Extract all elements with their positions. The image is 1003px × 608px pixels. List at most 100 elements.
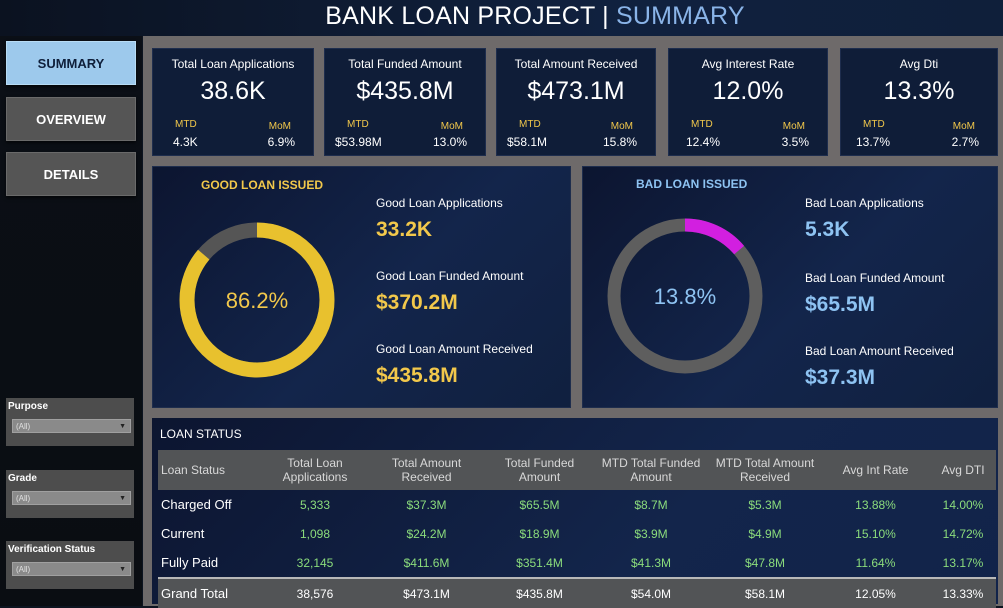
kpi-mom-label: MoM [782, 121, 805, 132]
nav-details-button[interactable]: DETAILS [6, 152, 136, 196]
bad-loan-title: BAD LOAN ISSUED [636, 177, 748, 191]
loan-status-panel: LOAN STATUS Loan Status Total Loan Appli… [152, 418, 998, 608]
kpi-title: Avg Interest Rate [701, 57, 795, 71]
table-cell: Grand Total [158, 577, 263, 608]
column-header: Total Funded Amount [486, 450, 593, 490]
dropdown-arrow-icon: ▼ [119, 423, 126, 430]
header-bar [0, 0, 1003, 36]
good-received-value: $435.8M [376, 364, 458, 387]
table-header-row: Loan Status Total Loan Applications Tota… [158, 450, 996, 490]
kpi-mtd-value: 12.4% [686, 135, 721, 149]
kpi-card-amount-received: Total Amount Received $473.1M MTD MoM $5… [496, 48, 656, 156]
column-header: Total Loan Applications [263, 450, 367, 490]
table-row: Charged Off 5,333 $37.3M $65.5M $8.7M $5… [158, 490, 996, 519]
table-cell: $24.2M [406, 526, 447, 541]
table-cell: 13.33% [930, 577, 996, 608]
table-cell: 32,145 [296, 555, 334, 570]
kpi-title: Total Funded Amount [348, 57, 462, 71]
bad-apps-value: 5.3K [805, 218, 850, 241]
loan-status-table: Loan Status Total Loan Applications Tota… [158, 450, 996, 608]
donut-arc [179, 222, 335, 378]
table-cell: $65.5M [519, 497, 560, 512]
dropdown-arrow-icon: ▼ [119, 566, 126, 573]
kpi-title: Total Loan Applications [171, 57, 295, 71]
table-cell: $5.3M [748, 497, 782, 512]
bad-funded-label: Bad Loan Funded Amount [805, 271, 945, 285]
nav-overview-button[interactable]: OVERVIEW [6, 97, 136, 141]
donut-center-label: 13.8% [654, 284, 716, 309]
kpi-title: Avg Dti [899, 57, 939, 71]
grade-dropdown[interactable]: (All) ▼ [12, 491, 131, 505]
kpi-mom-label: MoM [440, 121, 463, 132]
kpi-card-funded-amount: Total Funded Amount $435.8M MTD MoM $53.… [324, 48, 486, 156]
table-cell: 38,576 [263, 577, 367, 608]
grand-total-row: Grand Total 38,576 $473.1M $435.8M $54.0… [158, 577, 996, 608]
table-cell: $351.4M [516, 555, 563, 570]
column-header: Loan Status [158, 450, 263, 490]
column-header: Total Amount Received [367, 450, 486, 490]
column-header: MTD Total Amount Received [709, 450, 821, 490]
kpi-mom-value: 2.7% [951, 135, 979, 149]
column-header: Avg Int Rate [821, 450, 930, 490]
good-loan-panel: GOOD LOAN ISSUED 86.2% Good Loan Applica… [152, 166, 571, 408]
kpi-mom-value: 15.8% [602, 135, 637, 149]
table-cell: $8.7M [634, 497, 668, 512]
table-cell: 15.10% [855, 526, 896, 541]
kpi-mtd-value: 13.7% [856, 135, 891, 149]
kpi-mtd-label: MTD [347, 119, 369, 130]
kpi-value: 12.0% [712, 77, 784, 105]
good-received-label: Good Loan Amount Received [376, 342, 533, 356]
kpi-mtd-value: $53.98M [335, 135, 382, 149]
table-cell: $3.9M [634, 526, 668, 541]
table-cell: 5,333 [299, 497, 331, 512]
table-cell: $473.1M [367, 577, 486, 608]
table-cell: 11.64% [855, 555, 896, 570]
table-cell: Charged Off [161, 497, 232, 512]
table-cell: 13.88% [855, 497, 896, 512]
purpose-dropdown[interactable]: (All) ▼ [12, 419, 131, 433]
table-cell: Current [161, 526, 205, 541]
kpi-mtd-label: MTD [691, 119, 713, 130]
kpi-value: $435.8M [356, 77, 454, 105]
kpi-title: Total Amount Received [514, 57, 638, 71]
kpi-card-avg-interest-rate: Avg Interest Rate 12.0% MTD MoM 12.4% 3.… [668, 48, 828, 156]
kpi-value: $473.1M [527, 77, 625, 105]
table-cell: 14.00% [942, 497, 984, 512]
filter-label: Grade [8, 473, 37, 484]
table-cell: 1,098 [299, 526, 331, 541]
bad-loan-panel: BAD LOAN ISSUED 13.8% Bad Loan Applicati… [582, 166, 998, 408]
good-apps-label: Good Loan Applications [376, 196, 503, 210]
table-cell: $47.8M [744, 555, 786, 570]
filter-label: Verification Status [8, 544, 96, 555]
dropdown-arrow-icon: ▼ [119, 495, 126, 502]
kpi-mom-value: 6.9% [267, 135, 295, 149]
kpi-mtd-label: MTD [863, 119, 885, 130]
table-cell: 12.05% [821, 577, 930, 608]
table-cell: 14.72% [942, 526, 984, 541]
page-title: BANK LOAN PROJECT | SUMMARY [0, 2, 1003, 31]
kpi-mtd-value: $58.1M [507, 135, 548, 149]
column-header: Avg DTI [930, 450, 996, 490]
kpi-card-avg-dti: Avg Dti 13.3% MTD MoM 13.7% 2.7% [840, 48, 998, 156]
filter-verification-status: Verification Status (All) ▼ [6, 541, 134, 589]
table-cell: $58.1M [709, 577, 821, 608]
table-cell: $4.9M [748, 526, 782, 541]
table-row: Fully Paid 32,145 $411.6M $351.4M $41.3M… [158, 548, 996, 578]
bad-loan-donut: 13.8% [607, 218, 763, 374]
title-sub: SUMMARY [615, 2, 745, 30]
bad-funded-value: $65.5M [805, 293, 876, 316]
kpi-mom-label: MoM [610, 121, 633, 132]
filter-grade: Grade (All) ▼ [6, 470, 134, 518]
kpi-mtd-value: 4.3K [173, 135, 198, 149]
kpi-mtd-label: MTD [519, 119, 541, 130]
dropdown-value: (All) [16, 422, 31, 431]
column-header: MTD Total Funded Amount [593, 450, 709, 490]
nav-summary-button[interactable]: SUMMARY [6, 41, 136, 85]
table-cell: Fully Paid [161, 555, 219, 570]
donut-center-label: 86.2% [226, 288, 288, 313]
verification-status-dropdown[interactable]: (All) ▼ [12, 562, 131, 576]
kpi-mom-label: MoM [952, 121, 975, 132]
good-loan-donut: 86.2% [179, 222, 335, 378]
good-funded-label: Good Loan Funded Amount [376, 269, 524, 283]
dropdown-value: (All) [16, 494, 31, 503]
